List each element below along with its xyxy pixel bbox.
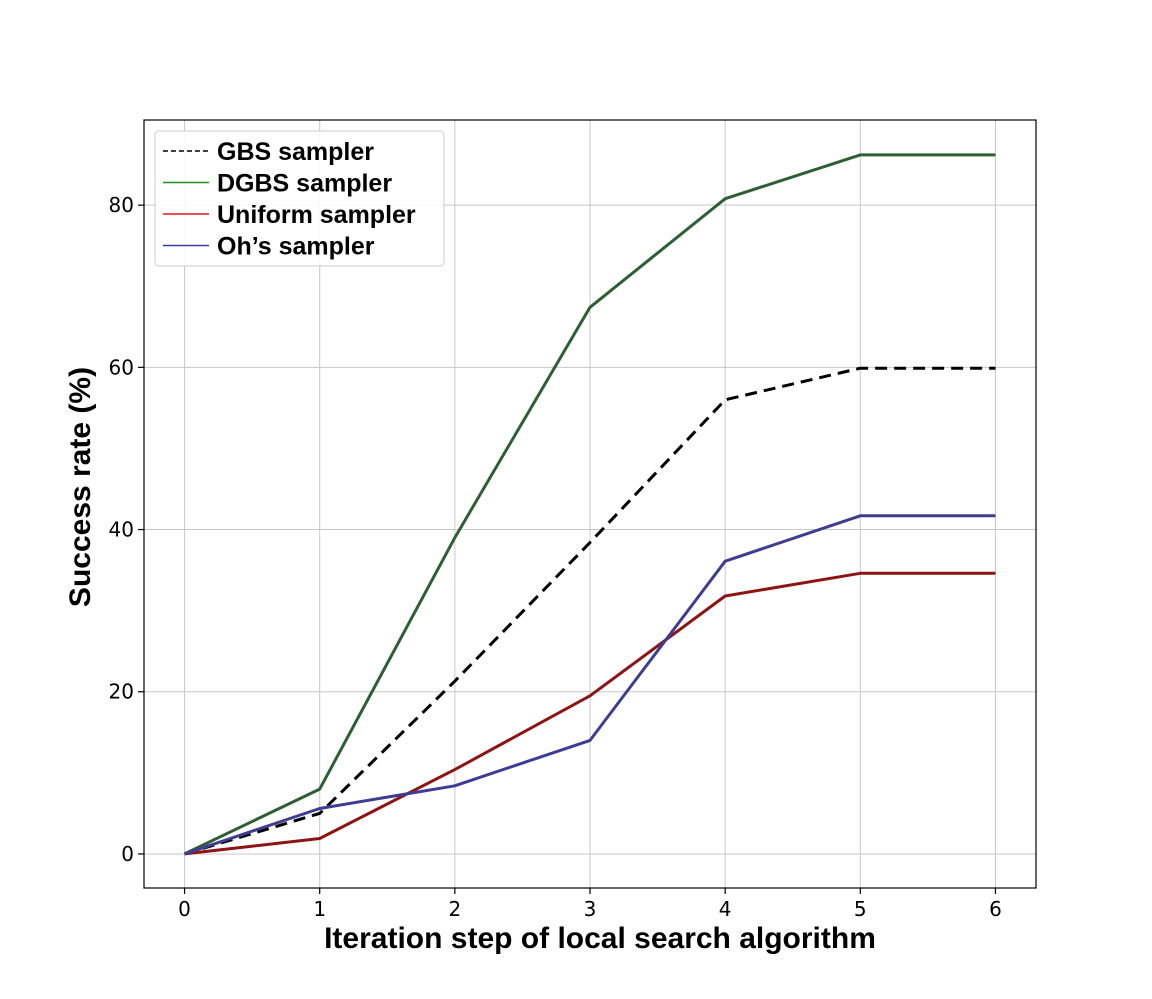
y-axis-label: Success rate (%): [64, 367, 97, 607]
x-tick-label: 5: [854, 897, 867, 921]
series-lines: [183, 153, 996, 856]
series-line-2: [184, 571, 996, 856]
legend: GBS sampler DGBS sampler Uniform sampler Oh…: [154, 130, 445, 267]
x-tick-label: 4: [719, 897, 732, 921]
x-tick-label: 0: [178, 897, 191, 921]
series-line-3: [184, 514, 996, 856]
x-tick-label: 3: [584, 897, 597, 921]
x-tick-label: 1: [313, 897, 326, 921]
y-tick-label: 60: [109, 355, 134, 379]
series-line-1: [183, 153, 996, 856]
y-tick-label: 0: [121, 842, 134, 866]
x-axis-ticks: 0 1 2 3 4 5 6: [178, 888, 1002, 921]
x-tick-label: 2: [448, 897, 461, 921]
y-tick-label: 40: [109, 518, 134, 542]
grid-lines: [144, 120, 1036, 888]
y-tick-label: 20: [109, 680, 134, 704]
series-line-0: [184, 366, 996, 856]
legend-label: DGBS sampler: [217, 170, 392, 198]
legend-box: [154, 130, 445, 267]
legend-label: Oh’s sampler: [217, 233, 375, 261]
x-axis-label: Iteration step of local search algorithm: [324, 922, 876, 955]
y-tick-label: 80: [109, 193, 134, 217]
legend-label: GBS sampler: [217, 138, 374, 166]
x-tick-label: 6: [989, 897, 1002, 921]
legend-label: Uniform sampler: [217, 201, 416, 229]
y-axis-ticks: 0 20 40 60 80: [109, 193, 144, 866]
